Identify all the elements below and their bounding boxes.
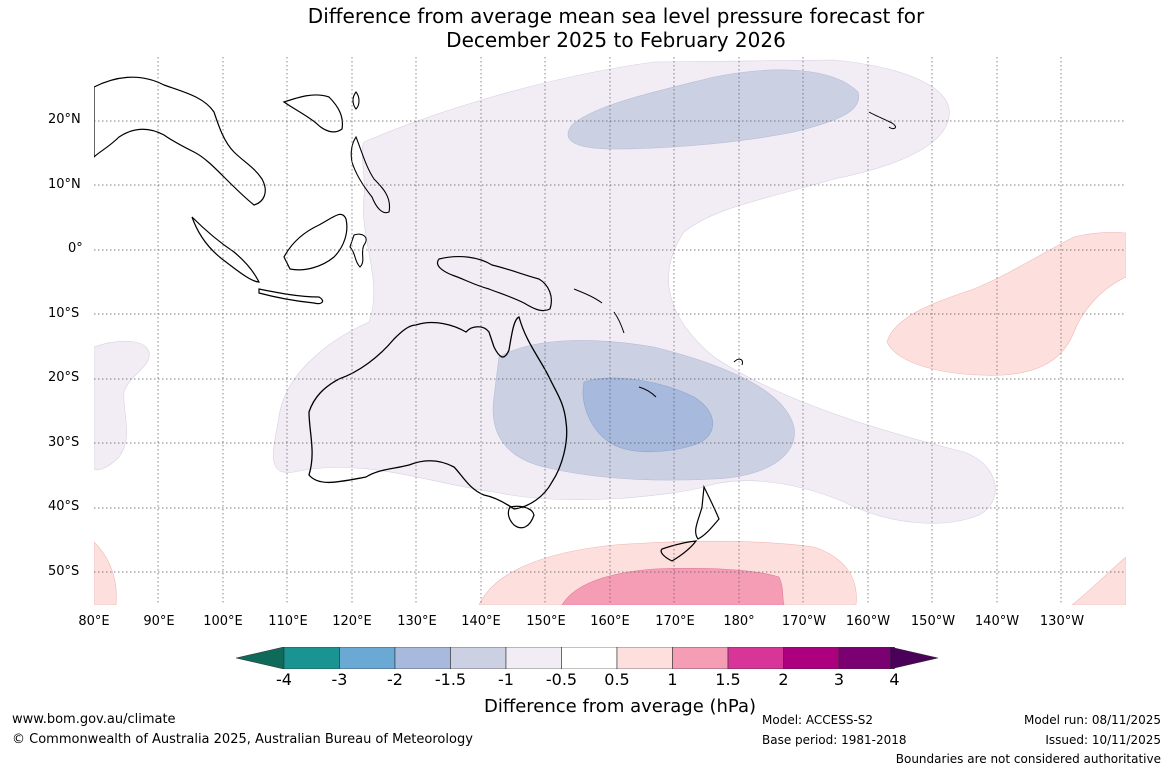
anomaly-region-light-negative [273,59,996,524]
graticule [94,57,1126,605]
boundary-disclaimer: Boundaries are not considered authoritat… [895,752,1161,766]
colorbar-cell [727,647,784,669]
colorbar-tick: -1.5 [434,670,467,689]
forecast-map [94,57,1126,605]
colorbar-tick: 2 [778,670,789,689]
lon-label-170e: 170°E [655,614,695,629]
new-zealand-coastline [660,484,720,562]
lon-label-120e: 120°E [332,614,372,629]
copyright: © Commonwealth of Australia 2025, Austra… [12,732,473,747]
chart-title: Difference from average mean sea level p… [0,4,1173,52]
lat-label-0: 0° [68,241,83,256]
anomaly-region-tasman [582,377,713,453]
base-period: Base period: 1981-2018 [762,733,907,747]
colorbar-extend-low [236,647,285,669]
colorbar [236,647,938,669]
colorbar-tick: -2 [387,670,403,689]
lon-label-130w: 130°W [1039,614,1085,629]
taiwan-coastline [352,91,360,110]
website-link[interactable]: www.bom.gov.au/climate [12,712,176,727]
lon-label-130e: 130°E [397,614,437,629]
title-line-2: December 2025 to February 2026 [446,28,786,52]
lon-label-140e: 140°E [461,614,501,629]
lat-label-50s: 50°S [48,564,80,579]
borneo-coastline [283,213,348,271]
colorbar-cell [505,647,562,669]
colorbar-tick: -0.5 [545,670,578,689]
anomaly-region-southwest-positive [94,541,117,605]
lon-label-160w: 160°W [845,614,891,629]
colorbar-tick: -1 [498,670,514,689]
issued-date: Issued: 10/11/2025 [1045,733,1161,747]
lon-label-100e: 100°E [203,614,243,629]
colorbar-cell [838,647,895,669]
colorbar-cell [339,647,396,669]
lat-label-40s: 40°S [48,499,80,514]
lon-label-170w: 170°W [781,614,827,629]
colorbar-extend-high [889,647,938,669]
colorbar-cell [672,647,729,669]
lon-label-150w: 150°W [910,614,956,629]
lon-label-80e: 80°E [78,614,110,629]
anomaly-region-southern-ocean-strong-positive [561,567,785,605]
sulawesi-coastline [349,233,367,268]
anomaly-region-south-pacific-positive [886,232,1126,376]
anomaly-region-light-negative-west [94,340,150,471]
new-guinea-coastline [436,255,552,312]
colorbar-tick: 1 [667,670,678,689]
colorbar-tick: 4 [889,670,900,689]
tasmania-coastline [507,505,535,529]
map-canvas [94,57,1126,605]
anomaly-region-north-pacific [567,69,860,150]
lon-label-90e: 90°E [143,614,175,629]
lat-label-20s: 20°S [48,370,80,385]
model-run: Model run: 08/11/2025 [1023,713,1161,727]
lat-label-30s: 30°S [48,435,80,450]
colorbar-cell [283,647,340,669]
lon-label-160e: 160°E [590,614,630,629]
colorbar-tick: -3 [331,670,348,689]
anomaly-region-southeast-positive [1071,556,1126,605]
colorbar-cell [561,647,618,669]
colorbar-cell [783,647,840,669]
model-name: Model: ACCESS-S2 [762,713,874,727]
colorbar-cell [616,647,673,669]
colorbar-cell [394,647,451,669]
colorbar-tick: 1.5 [715,670,741,689]
lon-label-150e: 150°E [526,614,566,629]
lon-label-110e: 110°E [268,614,308,629]
colorbar-tick: 3 [833,670,845,689]
lon-label-180: 180° [723,614,755,629]
lon-label-140w: 140°W [974,614,1020,629]
lat-label-10s: 10°S [48,306,80,321]
southeast-asia-coastline [94,76,344,206]
lat-label-20n: 20°N [48,112,81,127]
colorbar-cell [450,647,507,669]
lat-label-10n: 10°N [48,177,81,192]
colorbar-tick: 0.5 [604,670,630,689]
colorbar-label: Difference from average (hPa) [483,696,757,717]
colorbar-tick: -4 [276,670,292,689]
sumatra-coastline [191,216,260,283]
java-coastline [258,288,324,305]
australia-coastline [308,316,568,510]
philippines-coastline [350,135,391,214]
title-line-1: Difference from average mean sea level p… [307,4,925,28]
